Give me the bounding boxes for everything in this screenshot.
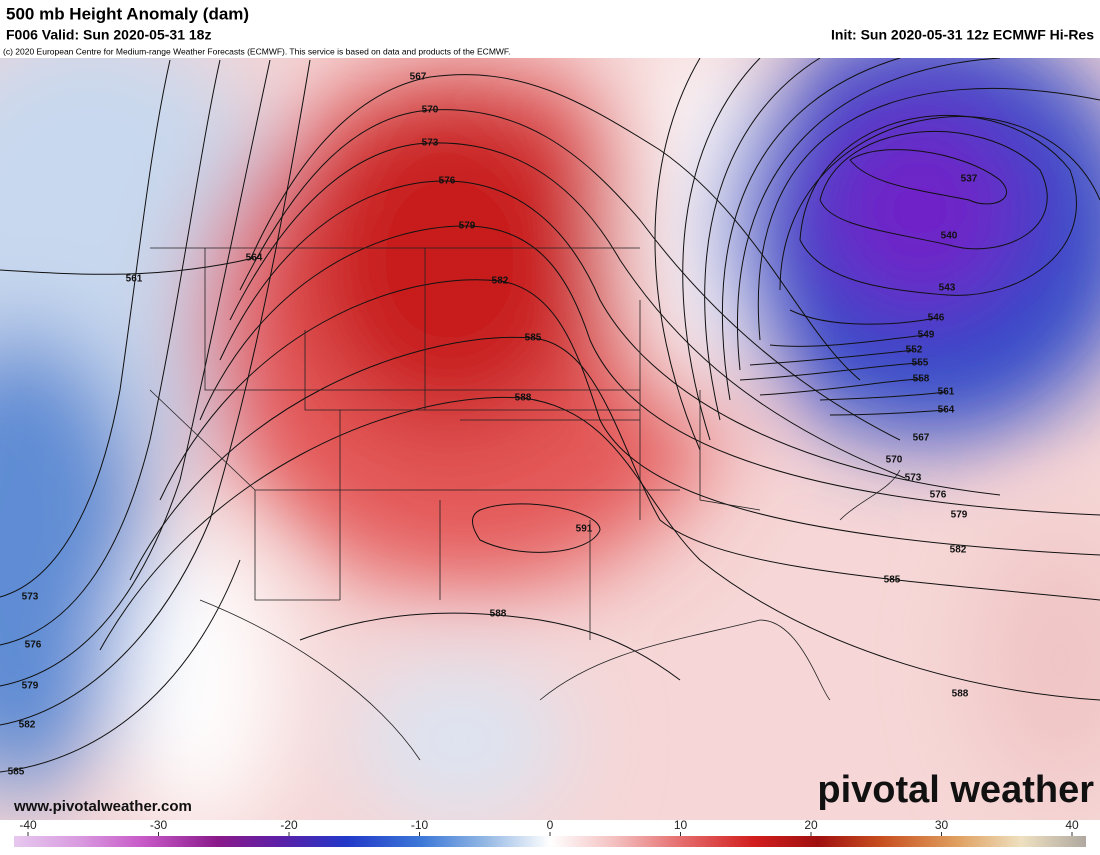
contour-labels: 5675705735765795825855885915885645615735…: [8, 72, 978, 778]
contour-label: 549: [918, 330, 935, 341]
contour-label: 576: [439, 176, 456, 187]
contour-label: 576: [25, 640, 42, 651]
contour-label: 543: [939, 283, 956, 294]
contour-label: 591: [576, 524, 593, 535]
anomaly-field: [0, 58, 1100, 820]
contour-label: 585: [525, 333, 542, 344]
contour-label: 573: [22, 592, 39, 603]
contour-label: 582: [492, 276, 509, 287]
copyright: (c) 2020 European Centre for Medium-rang…: [3, 46, 511, 56]
contour-label: 537: [961, 174, 978, 185]
colorbar-tick-label: 30: [935, 818, 949, 832]
colorbar-tick-label: 0: [547, 818, 554, 832]
website: www.pivotalweather.com: [13, 798, 192, 815]
colorbar: [14, 836, 1086, 847]
contour-label: 555: [912, 358, 929, 369]
contour-label: 585: [8, 767, 25, 778]
contour-label: 564: [246, 253, 263, 264]
colorbar-tick-label: 40: [1065, 818, 1079, 832]
contour-label: 588: [515, 393, 532, 404]
colorbar-tick-label: 20: [804, 818, 818, 832]
contour-label: 579: [22, 681, 39, 692]
contour-label: 567: [410, 72, 427, 83]
contour-label: 561: [126, 274, 143, 285]
contour-label: 573: [422, 138, 439, 149]
map-title: 500 mb Height Anomaly (dam): [6, 4, 249, 23]
contour-label: 546: [928, 313, 945, 324]
brand: pivotal weather: [817, 769, 1094, 811]
contour-label: 573: [905, 473, 922, 484]
contour-label: 588: [490, 609, 507, 620]
contour-label: 579: [459, 221, 476, 232]
contour-label: 579: [951, 510, 968, 521]
valid-time: F006 Valid: Sun 2020-05-31 18z: [6, 27, 211, 43]
contour-label: 570: [422, 105, 439, 116]
contour-label: 582: [19, 720, 36, 731]
colorbar-ticks: -40 -30 -20 -10 0 10 20 30 40: [19, 818, 1079, 836]
colorbar-tick-label: -10: [411, 818, 429, 832]
contour-label: 570: [886, 455, 903, 466]
contour-label: 561: [938, 387, 955, 398]
init-time: Init: Sun 2020-05-31 12z ECMWF Hi-Res: [831, 27, 1094, 43]
colorbar-tick-label: -30: [150, 818, 168, 832]
colorbar-tick-label: -20: [280, 818, 298, 832]
contour-label: 552: [906, 345, 923, 356]
state-borders: [149, 247, 901, 761]
contour-label: 588: [952, 689, 969, 700]
colorbar-tick-label: -40: [19, 818, 37, 832]
contour-label: 558: [913, 374, 930, 385]
contour-label: 567: [913, 433, 930, 444]
contour-label: 540: [941, 231, 958, 242]
colorbar-tick-label: 10: [674, 818, 688, 832]
contour-lines: [0, 58, 1100, 773]
contour-label: 564: [938, 405, 955, 416]
contour-label: 582: [950, 545, 967, 556]
contour-label: 585: [884, 575, 901, 586]
contour-label: 576: [930, 490, 947, 501]
